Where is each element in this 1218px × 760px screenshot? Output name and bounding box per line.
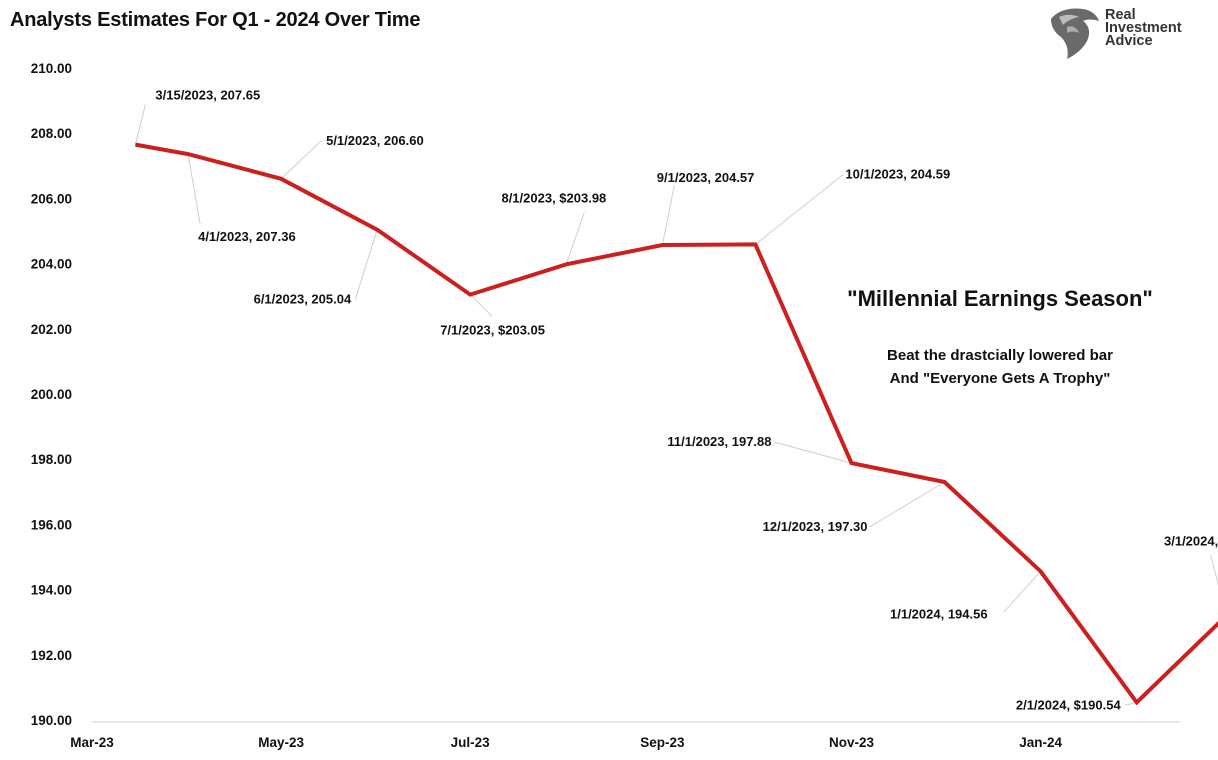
y-tick-label: 200.00	[31, 387, 72, 402]
logo-line-1: Real	[1105, 7, 1136, 23]
leader-line	[1003, 571, 1041, 613]
data-labels: 3/15/2023, 207.65 4/1/2023, 207.36 5/1/202…	[155, 88, 1218, 713]
x-tick-label: Jan-24	[1019, 735, 1062, 750]
leader-line	[280, 140, 322, 180]
data-label: 9/1/2023, 204.57	[657, 170, 755, 185]
annotation-headline: "Millennial Earnings Season"	[847, 286, 1153, 311]
y-axis: 210.00 208.00 206.00 204.00 202.00 200.00 198.…	[31, 61, 72, 728]
leader-line	[869, 481, 945, 528]
leader-line	[755, 173, 844, 245]
x-tick-label: Sep-23	[640, 735, 685, 750]
leader-line	[565, 212, 585, 265]
leader-line	[187, 153, 201, 225]
annotation-line-2: And "Everyone Gets A Trophy"	[889, 370, 1111, 387]
y-tick-label: 204.00	[31, 257, 72, 272]
chart-title: Analysts Estimates For Q1 - 2024 Over Ti…	[10, 9, 421, 31]
data-label: 4/1/2023, 207.36	[198, 229, 296, 244]
logo-line-2: Investment	[1105, 20, 1182, 36]
x-tick-label: May-23	[258, 735, 304, 750]
y-tick-label: 208.00	[31, 126, 72, 141]
annotation-subtext: Beat the drastcially lowered bar And "Ev…	[790, 344, 1210, 390]
y-tick-label: 210.00	[31, 61, 72, 76]
leader-line	[661, 184, 675, 246]
leader-line	[134, 104, 146, 145]
label-leader-lines	[134, 104, 1218, 706]
data-label: 3/15/2023, 207.65	[155, 88, 260, 103]
x-axis: Mar-23 May-23 Jul-23 Sep-23 Nov-23 Jan-24	[70, 735, 1062, 750]
leader-line	[774, 441, 852, 464]
y-tick-label: 202.00	[31, 322, 72, 337]
data-label: 12/1/2023, 197.30	[763, 519, 868, 534]
y-tick-label: 196.00	[31, 517, 72, 532]
data-label: 5/1/2023, 206.60	[326, 133, 424, 148]
brand-logo: Real Investment Advice	[1047, 5, 1197, 61]
data-label: 3/1/2024, 193.21	[1164, 533, 1218, 548]
leader-line	[1210, 555, 1218, 586]
leader-line	[469, 294, 493, 317]
y-tick-label: 194.00	[31, 583, 72, 598]
y-tick-label: 192.00	[31, 648, 72, 663]
logo-line-3: Advice	[1105, 33, 1153, 49]
y-tick-label: 190.00	[31, 713, 72, 728]
data-label: 11/1/2023, 197.88	[667, 434, 771, 449]
data-label: 10/1/2023, 204.59	[845, 166, 950, 181]
y-tick-label: 198.00	[31, 452, 72, 467]
y-tick-label: 206.00	[31, 191, 72, 206]
logo-text: Real Investment Advice	[1105, 7, 1182, 49]
annotation-line-1: Beat the drastcially lowered bar	[887, 347, 1113, 364]
eagle-icon	[1051, 8, 1099, 59]
data-label: 2/1/2024, $190.54	[1016, 697, 1122, 712]
leader-line	[354, 229, 378, 300]
data-label: 7/1/2023, $203.05	[440, 323, 545, 338]
data-label: 1/1/2024, 194.56	[890, 606, 988, 621]
data-label: 8/1/2023, $203.98	[501, 190, 606, 205]
series-line	[135, 142, 1218, 706]
x-tick-label: Nov-23	[829, 735, 875, 750]
x-tick-label: Jul-23	[451, 735, 491, 750]
x-tick-label: Mar-23	[70, 735, 114, 750]
data-label: 6/1/2023, 205.04	[254, 292, 352, 307]
